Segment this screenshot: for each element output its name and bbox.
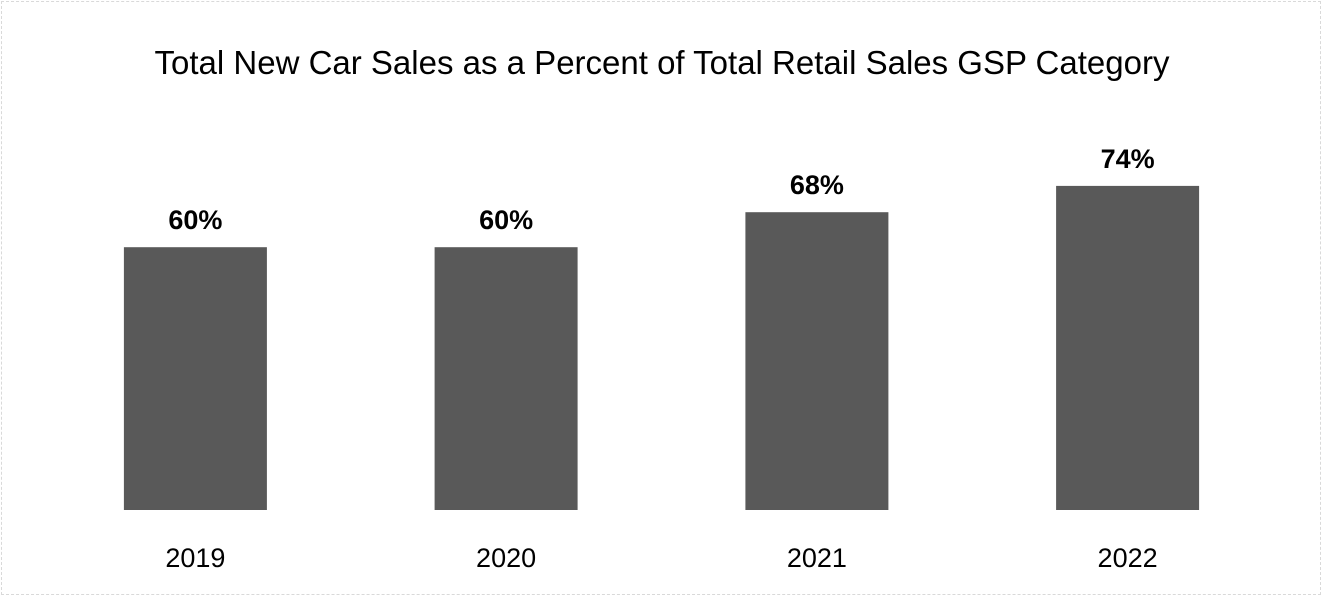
bar-2022 — [1056, 185, 1200, 510]
data-label-2019: 60% — [168, 205, 222, 235]
bars-layer — [123, 185, 1200, 510]
data-label-2022: 74% — [1101, 144, 1155, 174]
x-tick-label-2019: 2019 — [165, 543, 225, 573]
data-label-2020: 60% — [479, 205, 533, 235]
x-tick-label-2022: 2022 — [1098, 543, 1158, 573]
bar-2021 — [745, 212, 889, 510]
chart-title: Total New Car Sales as a Percent of Tota… — [154, 44, 1170, 81]
x-tick-label-2021: 2021 — [787, 543, 847, 573]
x-tick-label-2020: 2020 — [476, 543, 536, 573]
data-label-2021: 68% — [790, 170, 844, 200]
bar-2019 — [123, 247, 267, 510]
data-labels-layer: 60% 60% 68% 74% — [168, 144, 1154, 235]
bar-2020 — [434, 247, 578, 510]
x-axis-ticks-layer: 2019 2020 2021 2022 — [165, 543, 1157, 573]
